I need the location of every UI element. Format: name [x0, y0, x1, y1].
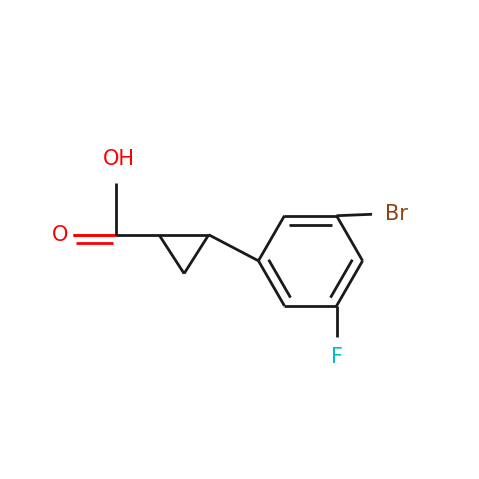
Text: O: O — [51, 225, 68, 245]
Text: F: F — [331, 347, 342, 367]
Text: Br: Br — [385, 204, 408, 224]
Text: OH: OH — [103, 149, 135, 170]
